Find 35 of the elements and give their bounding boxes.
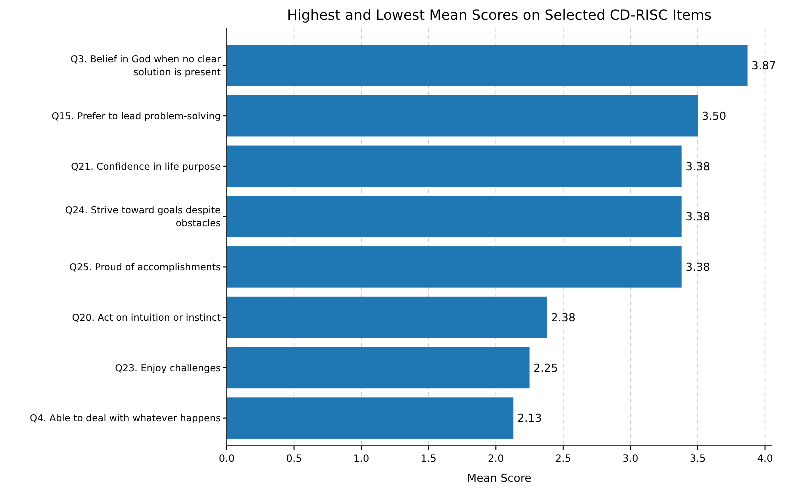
x-tick-label: 1.5 — [420, 454, 437, 465]
bar — [227, 296, 548, 338]
data-label: 2.25 — [534, 362, 558, 375]
bar — [227, 398, 514, 439]
y-tick-label: Q21. Confidence in life purpose — [71, 162, 222, 173]
data-label: 3.38 — [686, 261, 710, 274]
y-tick-label: Q4. Able to deal with whatever happens — [30, 414, 222, 425]
y-tick-label: Q25. Proud of accomplishments — [70, 262, 222, 274]
x-tick-label: 3.0 — [622, 454, 639, 465]
bar — [227, 246, 682, 288]
x-tick-label: 3.5 — [690, 454, 706, 465]
x-axis-title: Mean Score — [467, 472, 532, 485]
x-tick-label: 1.0 — [354, 454, 370, 465]
x-tick-label: 0.5 — [286, 454, 302, 465]
bar — [227, 95, 698, 137]
data-label: 2.13 — [518, 412, 542, 426]
data-label: 2.38 — [551, 311, 576, 324]
chart-title: Highest and Lowest Mean Scores on Selected CD-RISC Items — [287, 8, 712, 24]
x-tick-label: 2.0 — [488, 454, 504, 465]
x-tick-label: 4.0 — [757, 454, 774, 465]
bar — [227, 347, 530, 389]
y-tick-label: Q24. Strive toward goals despite obstacles — [65, 206, 222, 230]
y-tick-label: Q15. Prefer to lead problem-solving — [52, 111, 221, 122]
y-tick-label: Q20. Act on intuition or instinct — [72, 312, 222, 324]
data-label: 3.50 — [702, 110, 726, 123]
bar — [227, 196, 682, 238]
bar — [227, 146, 682, 188]
x-tick-label: 0.0 — [219, 454, 235, 465]
bar — [227, 45, 748, 86]
y-tick-label: Q23. Enjoy challenges — [115, 363, 222, 374]
data-label: 3.38 — [686, 160, 710, 174]
y-tick-label: Q3. Belief in God when no clear solution is present — [70, 54, 222, 79]
x-tick-label: 2.5 — [555, 454, 572, 465]
data-label: 3.87 — [752, 60, 776, 73]
data-label: 3.38 — [686, 210, 710, 224]
